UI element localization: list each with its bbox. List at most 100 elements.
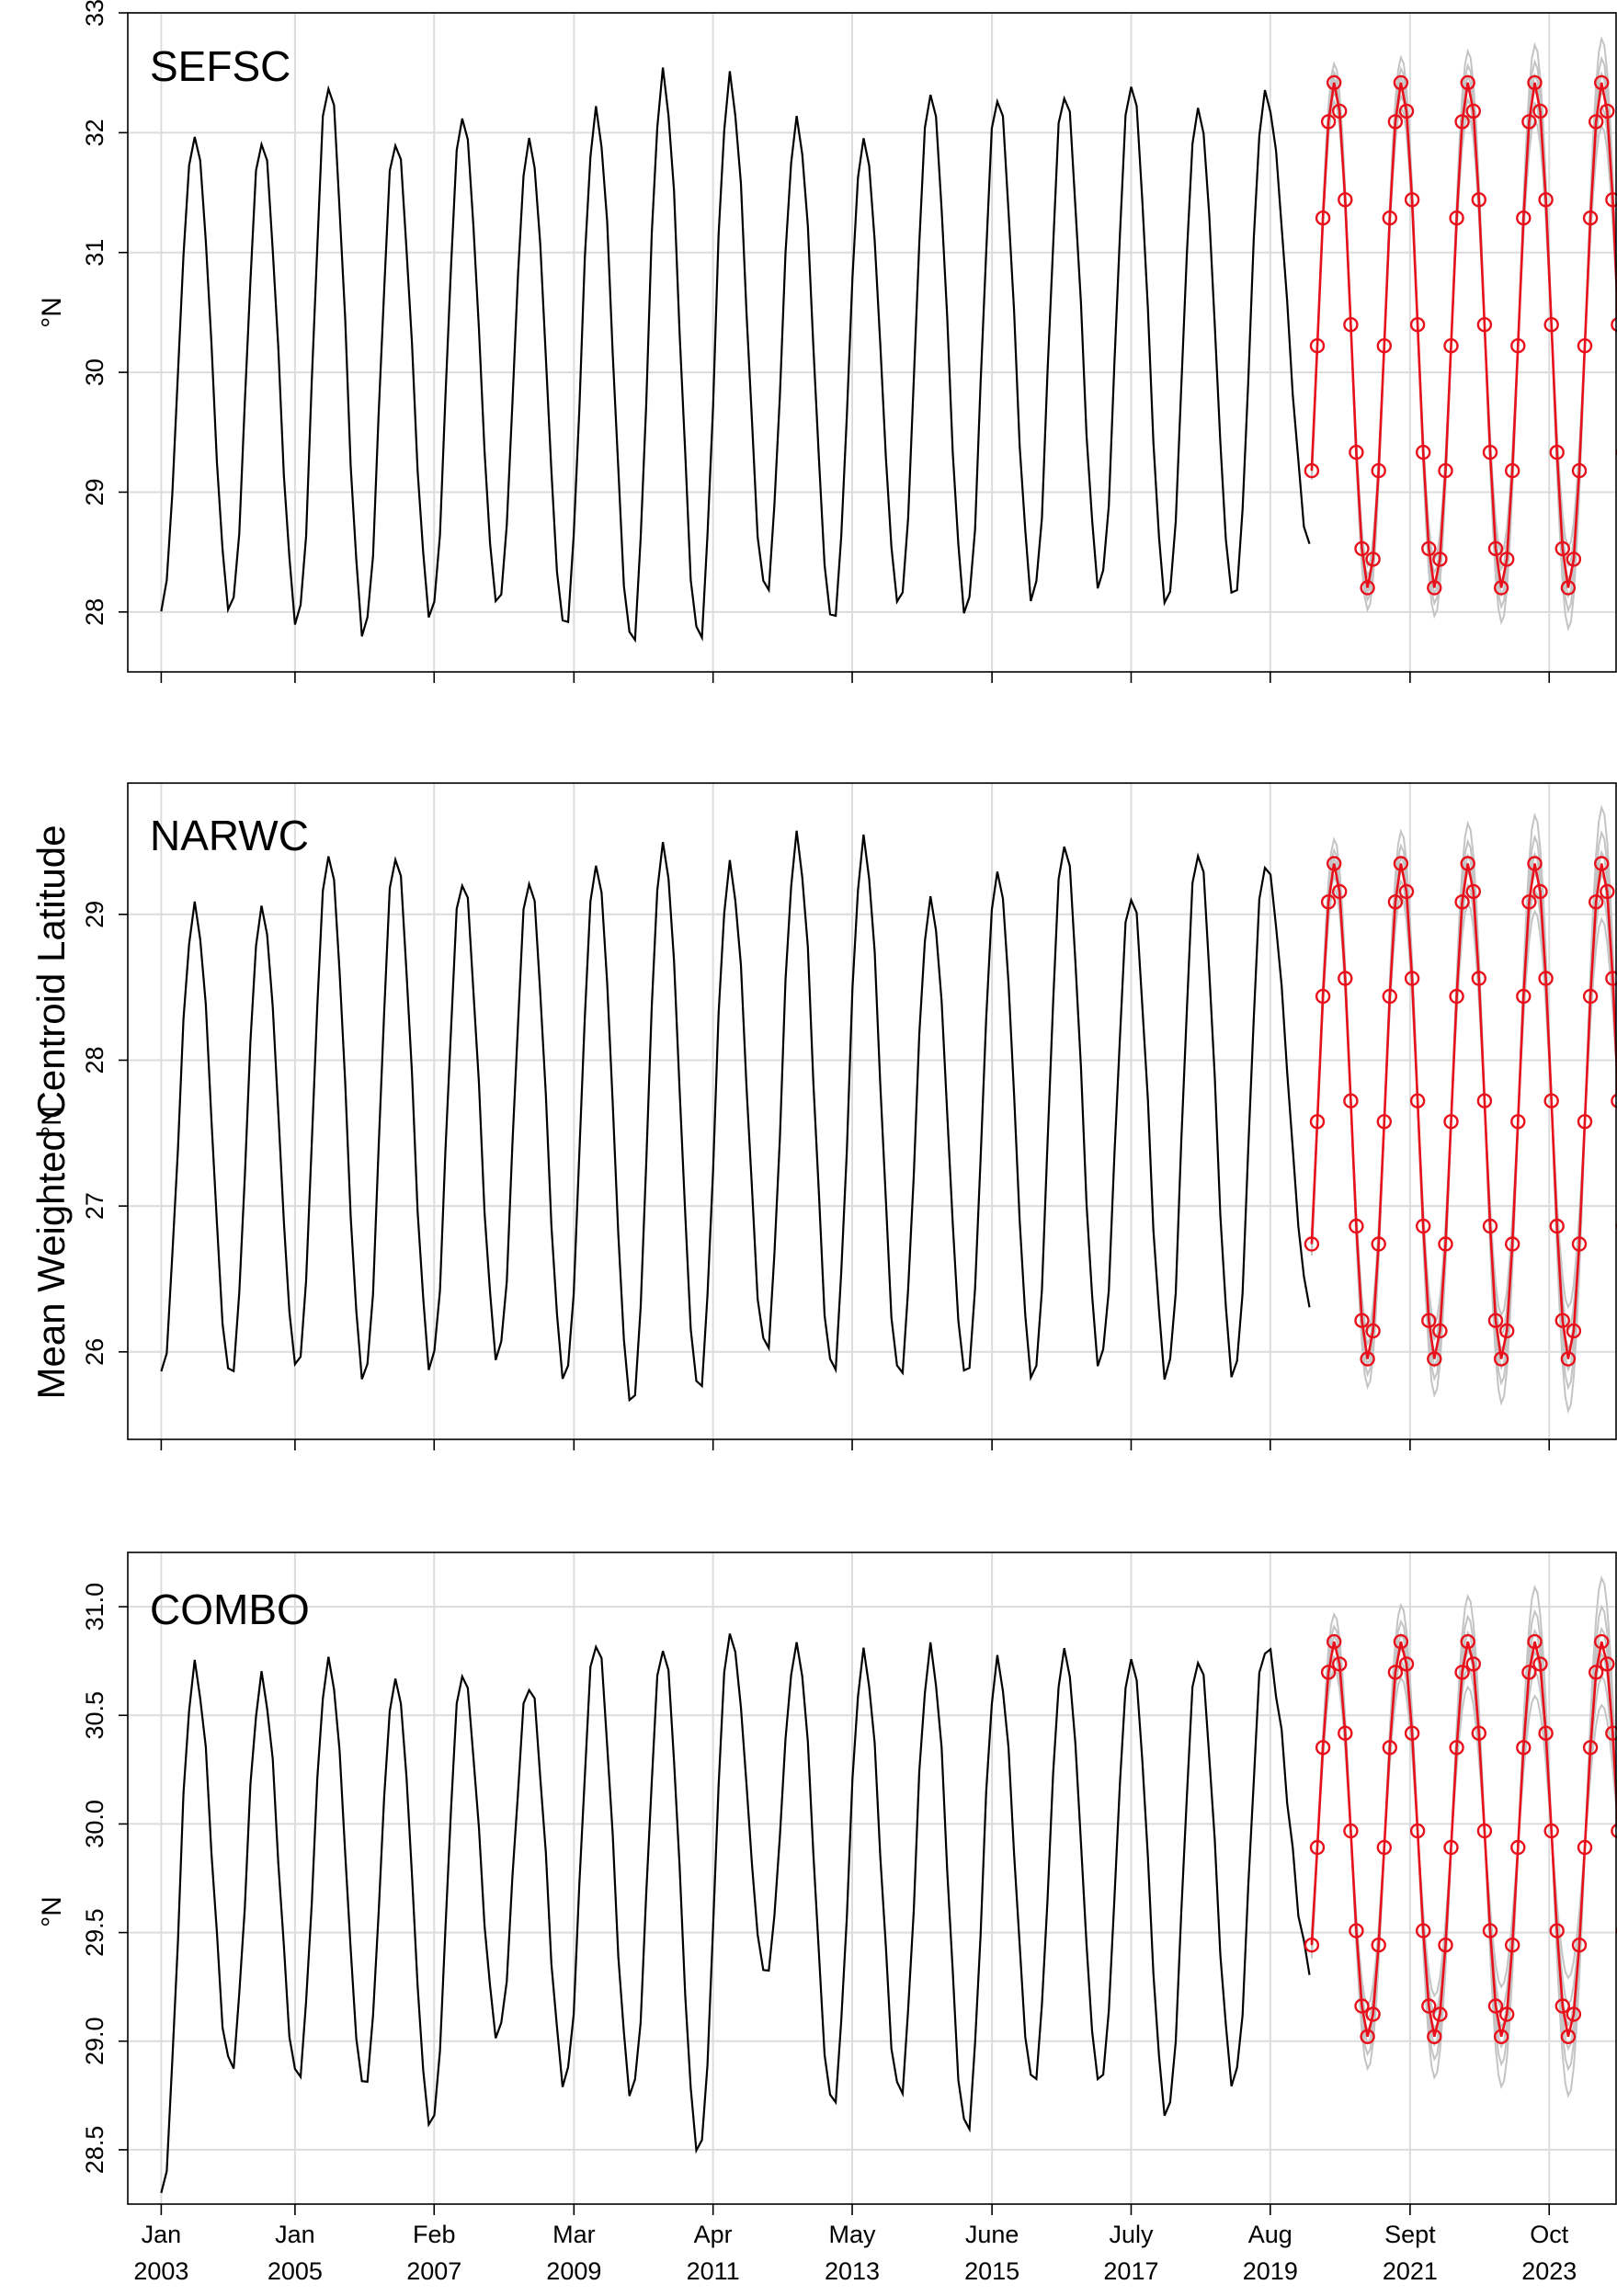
forecast-point	[1532, 103, 1548, 119]
forecast-line	[1310, 82, 1617, 588]
historical-series-narwc	[160, 830, 1311, 1403]
forecast-point	[1415, 1218, 1431, 1234]
forecast-point	[1577, 1114, 1593, 1130]
forecast-point	[1521, 894, 1537, 910]
forecast-point	[1331, 103, 1348, 119]
plot-frame-sefsc	[127, 12, 1617, 673]
panel-sefsc: 28 29 30 31 32 33 SEFSC °N	[37, 0, 1617, 683]
y-axis-combo: 28.5 29.0 29.5 30.0 30.5 31.0	[81, 1583, 128, 2174]
forecast-point	[1510, 1114, 1526, 1130]
x-tick-label-year: 2023	[1521, 2257, 1577, 2285]
forecast-point	[1482, 1218, 1498, 1234]
x-tick-label-month: Jan	[142, 2221, 182, 2248]
forecast-point	[1309, 1114, 1326, 1130]
forecast-point	[1432, 2006, 1448, 2022]
x-axis-combo: Jan 2003 Jan 2005 Feb 2007 Mar 2009 Apr 2011 May 20…	[133, 2204, 1577, 2285]
ensemble-narwc	[1310, 804, 1617, 1415]
forecast-point	[1560, 2029, 1577, 2045]
y-tick-label: 32	[81, 119, 108, 146]
forecast-point	[1393, 1633, 1409, 1650]
forecast-point	[1460, 856, 1475, 871]
forecast-point	[1371, 1937, 1386, 1953]
grid-sefsc	[128, 12, 1616, 672]
forecast-point	[1449, 988, 1464, 1005]
forecast-point	[1543, 1823, 1559, 1839]
forecast-point	[1605, 971, 1617, 986]
forecast-point	[1577, 338, 1593, 354]
forecast-point	[1521, 1665, 1537, 1680]
y-unit-label-sefsc: °N	[37, 297, 67, 328]
forecast-point	[1600, 883, 1615, 900]
x-tick-label-month: Oct	[1530, 2221, 1569, 2248]
forecast-point	[1371, 462, 1386, 479]
forecast-point	[1331, 1656, 1348, 1672]
panel-combo: 28.5 29.0 29.5 30.0 30.5 31.0 Jan 2003 Jan 2005 F…	[37, 1552, 1617, 2285]
forecast-point	[1471, 192, 1487, 208]
x-tick-label-year: 2013	[825, 2257, 880, 2285]
forecast-point	[1415, 1923, 1431, 1938]
forecast-point	[1605, 1725, 1617, 1741]
y-tick-label: 27	[81, 1192, 108, 1220]
forecast-point	[1315, 1740, 1331, 1756]
forecast-point	[1432, 551, 1448, 567]
grid-narwc	[128, 783, 1616, 1439]
forecast-point	[1566, 2006, 1582, 2022]
forecast-point	[1516, 1740, 1532, 1756]
y-tick-label: 30	[81, 358, 108, 386]
x-tick-label-month: Sept	[1384, 2221, 1436, 2248]
forecast-point	[1560, 1351, 1577, 1367]
forecast-point	[1543, 1093, 1559, 1108]
plot-frame-combo	[127, 1552, 1617, 2205]
forecast-point	[1404, 1725, 1420, 1741]
forecast-point	[1443, 338, 1459, 354]
forecast-point	[1427, 2029, 1442, 2045]
forecast-point	[1354, 540, 1370, 557]
forecast-point	[1304, 1937, 1320, 1953]
y-tick-label: 31	[81, 239, 108, 267]
y-tick-label: 29.5	[81, 1908, 108, 1957]
forecast-point	[1549, 444, 1565, 460]
forecast-point	[1593, 74, 1610, 91]
forecast-point	[1354, 1313, 1370, 1328]
forecast-point	[1560, 580, 1577, 596]
forecast-point	[1320, 114, 1337, 130]
forecast-point	[1504, 1937, 1520, 1953]
forecast-point	[1521, 114, 1537, 130]
forecast-point	[1588, 1665, 1604, 1680]
x-tick-label-year: 2009	[546, 2257, 601, 2285]
x-tick-label-year: 2003	[133, 2257, 188, 2285]
forecast-point	[1343, 1823, 1359, 1839]
forecast-point	[1510, 1839, 1526, 1856]
forecast-point	[1605, 192, 1617, 208]
forecast-point	[1376, 1114, 1393, 1130]
historical-series-sefsc	[160, 67, 1311, 643]
forecast-point	[1510, 338, 1526, 354]
forecast-point	[1593, 856, 1610, 871]
y-axis-sefsc: 28 29 30 31 32 33	[81, 0, 128, 626]
forecast-point	[1504, 462, 1520, 479]
forecast-point	[1387, 894, 1404, 910]
historical-line	[160, 67, 1311, 643]
ensemble-line	[1310, 55, 1617, 613]
grid-combo	[128, 1552, 1616, 2204]
forecast-point	[1398, 103, 1415, 119]
forecast-point	[1476, 1823, 1493, 1839]
forecast-point	[1566, 551, 1582, 567]
forecast-point	[1343, 1093, 1359, 1108]
forecast-point	[1315, 988, 1331, 1005]
panel-label-narwc: NARWC	[150, 812, 309, 859]
forecast-point	[1354, 1998, 1370, 2014]
forecast-point	[1571, 1937, 1588, 1953]
forecast-series-narwc	[1304, 856, 1617, 1367]
forecast-point	[1382, 210, 1398, 226]
y-tick-label: 28.5	[81, 2126, 108, 2175]
forecast-point	[1554, 540, 1571, 557]
forecast-line	[1310, 1641, 1617, 2038]
forecast-point	[1349, 1218, 1364, 1234]
y-tick-label: 30.5	[81, 1691, 108, 1740]
forecast-point	[1538, 971, 1554, 986]
forecast-point	[1571, 1236, 1588, 1252]
forecast-point	[1382, 988, 1398, 1005]
forecast-point	[1449, 210, 1464, 226]
forecast-point	[1376, 338, 1393, 354]
